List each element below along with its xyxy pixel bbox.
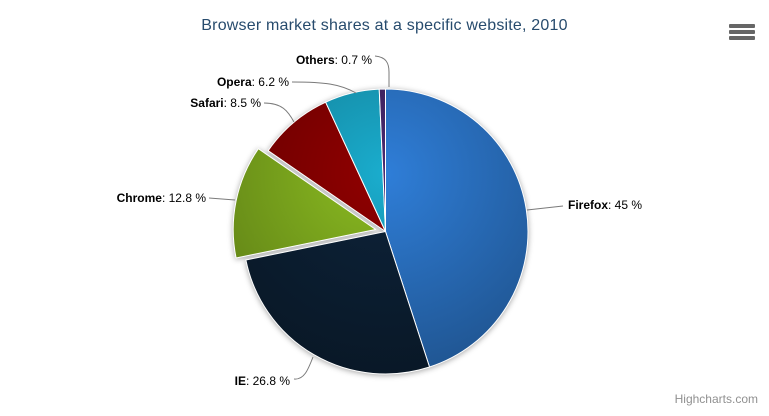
export-menu-button[interactable] [728,22,756,42]
pie-slice-firefox[interactable] [385,88,529,368]
connector-chrome [208,197,236,201]
connector-opera [291,81,357,94]
connector-lines [208,55,564,380]
pie-series [232,88,529,375]
hamburger-icon [729,36,755,40]
slice-label-chrome: Chrome: 12.8 % [117,191,207,205]
hamburger-icon [729,24,755,28]
hamburger-icon [729,30,755,34]
pie-slice-chrome[interactable] [232,148,377,259]
credits-link[interactable]: Highcharts.com [674,392,758,406]
chart-title: Browser market shares at a specific webs… [201,17,568,34]
connector-firefox [526,205,564,211]
slice-label-firefox: Firefox: 45 % [568,198,642,212]
slice-label-safari: Safari: 8.5 % [190,96,261,110]
slice-label-opera: Opera: 6.2 % [217,75,289,89]
pie-slice-others[interactable] [378,88,386,232]
connector-safari [263,102,295,123]
slice-label-others: Others: 0.7 % [296,53,372,67]
pie-slice-ie[interactable] [245,231,431,375]
connector-others [374,55,390,87]
data-labels: Firefox: 45 % IE: 26.8 % Chrome: 12.8 % Saf… [117,53,643,388]
slice-label-ie: IE: 26.8 % [235,374,291,388]
connector-ie [293,356,314,380]
